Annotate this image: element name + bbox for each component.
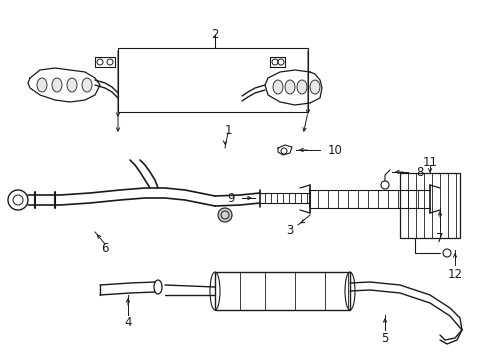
Ellipse shape [52,78,62,92]
Text: 9: 9 [227,192,235,204]
Text: 4: 4 [124,316,131,329]
Text: 1: 1 [224,123,231,136]
Text: 8: 8 [415,166,423,179]
Ellipse shape [309,80,319,94]
Text: 3: 3 [286,224,293,237]
Ellipse shape [67,78,77,92]
Bar [399,173,459,238]
Text: 7: 7 [435,231,443,244]
Circle shape [218,208,231,222]
Bar [215,272,349,310]
Ellipse shape [82,78,92,92]
Text: 2: 2 [211,28,218,41]
Text: 10: 10 [327,144,342,157]
Ellipse shape [37,78,47,92]
Text: 12: 12 [447,269,462,282]
Ellipse shape [285,80,294,94]
Ellipse shape [296,80,306,94]
Bar [118,48,307,112]
Text: 5: 5 [381,332,388,345]
Text: 11: 11 [422,156,437,168]
Text: 6: 6 [101,242,108,255]
Ellipse shape [272,80,283,94]
